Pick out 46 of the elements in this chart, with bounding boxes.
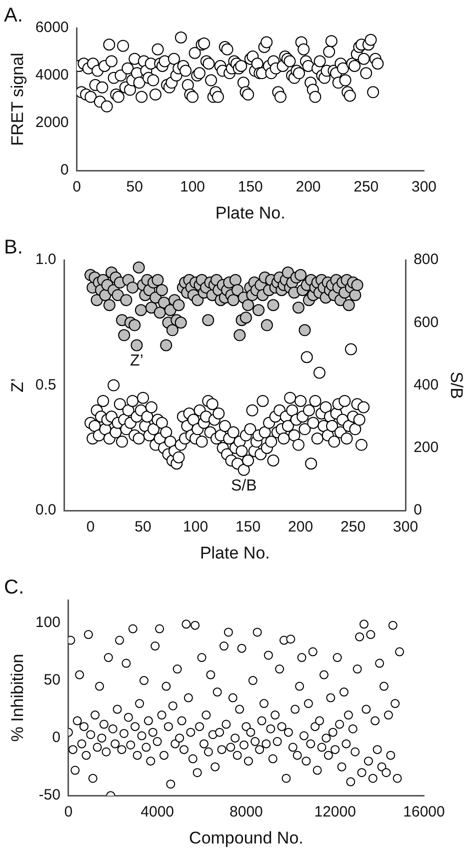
y-axis-title: FRET signal bbox=[8, 52, 27, 146]
y-tick-label: 2000 bbox=[35, 114, 69, 132]
x-tick-label: 150 bbox=[236, 518, 261, 536]
y-tick-label: -50 bbox=[38, 786, 60, 804]
y2-tick-label: 800 bbox=[414, 251, 439, 268]
chart-title: A. bbox=[4, 4, 23, 27]
x-tick-label: 250 bbox=[354, 178, 379, 196]
x-tick-label: 100 bbox=[180, 178, 206, 196]
x-tick-label: 200 bbox=[288, 518, 314, 536]
x-axis-title: Plate No. bbox=[215, 203, 286, 222]
y-tick-label: 100 bbox=[35, 614, 60, 632]
x-axis-title: Compound No. bbox=[189, 828, 304, 848]
y-tick-label: 0.0 bbox=[35, 502, 56, 519]
y2-tick-label: 200 bbox=[414, 439, 439, 456]
x-tick-label: 300 bbox=[411, 178, 437, 196]
x-tick-label: 4000 bbox=[140, 804, 174, 821]
y-axis-title: Z’ bbox=[8, 378, 27, 392]
x-tick-label: 0 bbox=[72, 178, 81, 196]
y-tick-label: 1.0 bbox=[35, 251, 56, 268]
x-axis-title: Plate No. bbox=[200, 543, 270, 562]
x-tick-label: 8000 bbox=[230, 804, 263, 821]
x-tick-label: 300 bbox=[393, 518, 418, 536]
x-tick-label: 50 bbox=[134, 518, 152, 536]
series-label: S/B bbox=[230, 477, 257, 494]
x-tick-label: 0 bbox=[86, 518, 95, 536]
x-tick-label: 100 bbox=[183, 518, 208, 536]
x-tick-label: 150 bbox=[238, 178, 263, 196]
y-tick-label: 0 bbox=[52, 729, 60, 746]
x-tick-label: 250 bbox=[340, 518, 366, 536]
y-tick-label: 6000 bbox=[35, 19, 69, 36]
chart-title: C. bbox=[4, 576, 24, 599]
y2-tick-label: 0 bbox=[414, 502, 422, 519]
chart-title: B. bbox=[4, 236, 23, 259]
y-tick-label: 0 bbox=[60, 162, 69, 179]
series-label: Z’ bbox=[130, 352, 144, 370]
y-tick-label: 0.5 bbox=[35, 376, 56, 394]
y-axis-title: % Inhibition bbox=[8, 654, 27, 742]
x-tick-label: 50 bbox=[126, 178, 143, 196]
x-tick-label: 12000 bbox=[314, 804, 356, 821]
x-tick-label: 16000 bbox=[403, 804, 445, 821]
y2-tick-label: 400 bbox=[414, 376, 439, 394]
y2-axis-title: S/B bbox=[447, 372, 466, 400]
y-tick-label: 50 bbox=[44, 672, 60, 689]
x-tick-label: 200 bbox=[296, 178, 321, 196]
y2-tick-label: 600 bbox=[414, 314, 439, 331]
y-tick-label: 4000 bbox=[35, 66, 69, 84]
